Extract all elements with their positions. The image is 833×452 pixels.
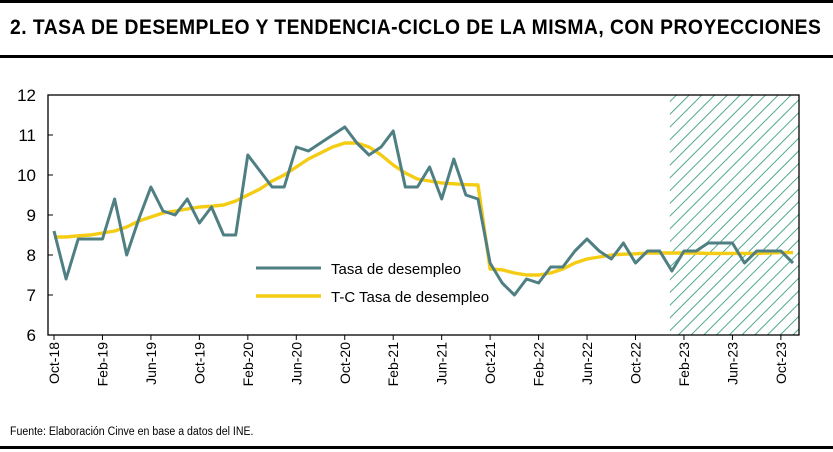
y-tick-label: 12 [17, 86, 36, 105]
x-tick-label: Feb-22 [531, 342, 547, 387]
x-tick-label: Feb-21 [385, 342, 401, 387]
y-axis-ticks: 6 7 8 9 10 11 12 [17, 86, 53, 345]
y-tick-label: 9 [27, 206, 36, 225]
title-divider [0, 55, 833, 58]
x-tick-label: Jun-19 [143, 342, 159, 385]
x-tick-label: Jun-21 [434, 342, 450, 385]
y-tick-label: 6 [27, 326, 36, 345]
plot-frame [47, 94, 800, 336]
x-tick-label: Oct-18 [46, 342, 62, 384]
x-tick-label: Jun-20 [288, 342, 304, 385]
y-tick-label: 10 [17, 166, 36, 185]
x-tick-label: Feb-19 [94, 342, 110, 387]
x-tick-label: Oct-20 [337, 342, 353, 384]
x-tick-label: Feb-23 [676, 342, 692, 387]
x-axis-ticks: Oct-18 Feb-19 Jun-19 Oct-19 Feb-20 Jun-20 Oct-… [46, 335, 789, 386]
source-note: Fuente: Elaboración Cinve en base a dato… [10, 426, 254, 438]
x-tick-label: Jun-22 [579, 342, 595, 385]
x-tick-label: Jun-23 [724, 342, 740, 385]
x-tick-label: Oct-23 [773, 342, 789, 384]
legend: Tasa de desempleo T-C Tasa de desempleo [256, 261, 489, 306]
y-tick-label: 11 [18, 126, 36, 145]
top-divider [0, 0, 833, 3]
bottom-divider [0, 446, 833, 449]
unemployment-chart: 6 7 8 9 10 11 12 Oct-18 Feb-19 Jun-19 Oct-19 Feb-2… [17, 86, 800, 386]
legend-label-unemployment: Tasa de desempleo [331, 261, 461, 278]
legend-label-trend: T-C Tasa de desempleo [331, 289, 489, 306]
chart-title: 2. TASA DE DESEMPLEO Y TENDENCIA-CICLO D… [10, 16, 822, 39]
x-tick-label: Feb-20 [240, 342, 256, 387]
projection-area [669, 95, 799, 335]
unemployment-line [52, 125, 795, 297]
x-tick-label: Oct-22 [628, 342, 644, 384]
y-tick-label: 7 [27, 286, 36, 305]
y-tick-label: 8 [27, 246, 36, 265]
x-tick-label: Oct-19 [191, 342, 207, 384]
x-tick-label: Oct-21 [482, 342, 498, 384]
